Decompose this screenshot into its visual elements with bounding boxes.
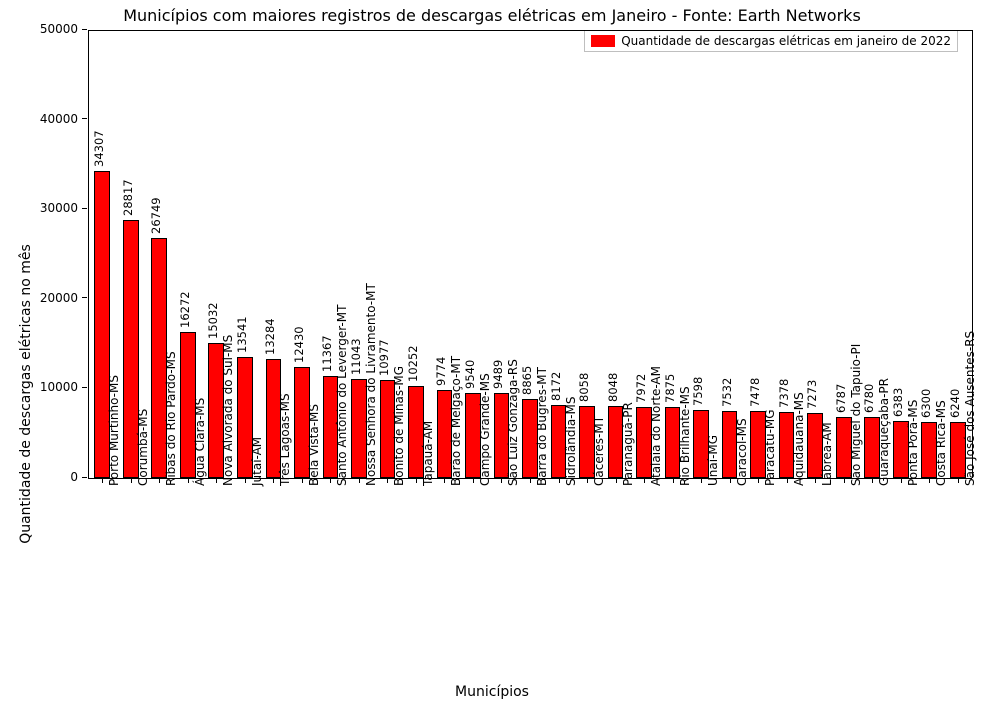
bar-value-label: 7875 xyxy=(663,374,677,403)
bar-value-label: 28817 xyxy=(121,179,135,216)
x-tick-mark xyxy=(473,478,474,483)
bar-value-label: 6240 xyxy=(948,389,962,418)
bar-value-label: 7972 xyxy=(634,373,648,402)
x-tick-mark xyxy=(844,478,845,483)
chart-container: Municípios com maiores registros de desc… xyxy=(0,0,984,708)
x-tick-mark xyxy=(787,478,788,483)
y-tick-mark xyxy=(82,387,87,388)
y-tick-label: 30000 xyxy=(34,201,78,215)
bar-value-label: 8865 xyxy=(520,365,534,394)
bar-value-label: 8048 xyxy=(606,373,620,402)
y-tick-label: 10000 xyxy=(34,380,78,394)
bar-value-label: 16272 xyxy=(178,292,192,329)
x-tick-mark xyxy=(159,478,160,483)
chart-title: Municípios com maiores registros de desc… xyxy=(0,6,984,25)
x-tick-mark xyxy=(701,478,702,483)
bar-value-label: 7273 xyxy=(805,380,819,409)
x-tick-mark xyxy=(758,478,759,483)
y-axis-label: Quantidade de descargas elétricas no mês xyxy=(18,244,34,544)
y-tick-label: 20000 xyxy=(34,291,78,305)
x-tick-mark xyxy=(616,478,617,483)
x-tick-mark xyxy=(302,478,303,483)
y-tick: 50000 xyxy=(34,22,87,36)
y-tick-label: 50000 xyxy=(34,22,78,36)
bar-value-label: 9540 xyxy=(463,359,477,388)
bar-value-label: 8172 xyxy=(549,372,563,401)
y-tick: 20000 xyxy=(34,291,87,305)
x-tick-mark xyxy=(245,478,246,483)
bar-value-label: 10977 xyxy=(377,339,391,376)
bar-value-label: 13541 xyxy=(235,316,249,353)
x-tick-mark xyxy=(501,478,502,483)
bar-value-label: 9774 xyxy=(434,357,448,386)
bar-value-label: 8058 xyxy=(577,373,591,402)
y-tick: 30000 xyxy=(34,201,87,215)
x-tick-mark xyxy=(359,478,360,483)
x-tick-mark xyxy=(872,478,873,483)
x-tick-mark xyxy=(416,478,417,483)
bar-value-label: 6300 xyxy=(919,388,933,417)
x-tick-mark xyxy=(530,478,531,483)
x-tick-mark xyxy=(559,478,560,483)
x-tick-mark xyxy=(387,478,388,483)
x-tick-mark xyxy=(273,478,274,483)
x-tick-mark xyxy=(216,478,217,483)
bar-value-label: 9489 xyxy=(491,360,505,389)
bar-value-label: 7532 xyxy=(720,377,734,406)
bar-value-label: 6383 xyxy=(891,388,905,417)
x-axis-spine xyxy=(88,30,972,31)
bar-value-label: 6780 xyxy=(862,384,876,413)
y-tick-mark xyxy=(82,477,87,478)
x-tick-mark xyxy=(929,478,930,483)
y-tick-mark xyxy=(82,29,87,30)
bar-value-label: 34307 xyxy=(92,130,106,167)
bar-value-label: 13284 xyxy=(263,318,277,355)
y-tick: 10000 xyxy=(34,380,87,394)
bar-value-label: 26749 xyxy=(149,198,163,235)
x-tick-mark xyxy=(958,478,959,483)
x-axis-label: Municípios xyxy=(0,684,984,700)
bar-value-label: 6787 xyxy=(834,384,848,413)
bar-value-label: 15032 xyxy=(206,303,220,340)
bar-value-label: 7598 xyxy=(691,377,705,406)
y-axis-spine xyxy=(88,30,89,478)
bar-value-label: 7478 xyxy=(748,378,762,407)
x-tick-mark xyxy=(730,478,731,483)
x-tick-mark xyxy=(188,478,189,483)
y-tick-label: 0 xyxy=(34,470,78,484)
bar-value-label: 10252 xyxy=(406,346,420,383)
bar-value-label: 11043 xyxy=(349,338,363,375)
bar-value-label: 11367 xyxy=(320,336,334,373)
x-tick-mark xyxy=(673,478,674,483)
x-tick-mark xyxy=(901,478,902,483)
y-tick-label: 40000 xyxy=(34,112,78,126)
y-tick: 0 xyxy=(34,470,87,484)
x-tick-mark xyxy=(815,478,816,483)
x-tick-mark xyxy=(644,478,645,483)
y-tick: 40000 xyxy=(34,112,87,126)
y-tick-mark xyxy=(82,208,87,209)
x-tick-mark xyxy=(330,478,331,483)
x-tick-mark xyxy=(587,478,588,483)
y-tick-mark xyxy=(82,118,87,119)
x-tick-mark xyxy=(102,478,103,483)
x-tick-mark xyxy=(131,478,132,483)
bar-value-label: 12430 xyxy=(292,326,306,363)
bar-value-label: 7378 xyxy=(777,379,791,408)
x-tick-mark xyxy=(444,478,445,483)
y-tick-mark xyxy=(82,297,87,298)
